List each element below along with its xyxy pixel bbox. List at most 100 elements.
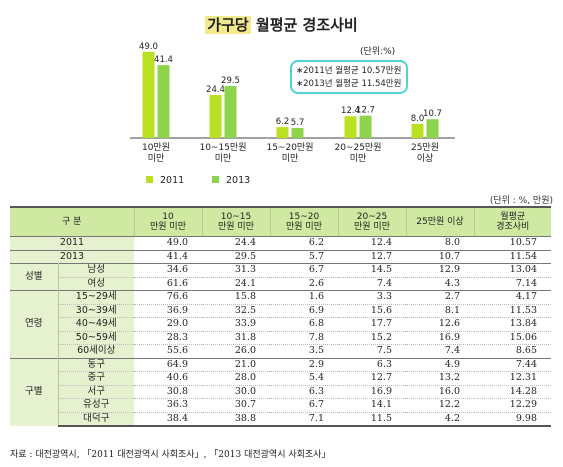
row-label: 2011 [10,236,134,250]
table-cell: 16.0 [406,384,474,399]
table-cell: 12.9 [406,263,474,277]
table-header-2: 10~15 만원 미만 [201,206,270,237]
category-label-0-1: 미만 [148,153,165,164]
table-cell: 11.54 [474,249,551,264]
table-cell: 64.9 [134,357,202,372]
category-label-0-0: 10만원 [142,142,170,153]
bar-label-2013-0: 41.4 [154,55,173,65]
table-cell: 30.7 [202,398,270,412]
category-label-3-1: 미만 [350,153,367,164]
table-cell: 8.65 [474,344,551,358]
table-cell: 8.1 [406,303,474,318]
table-cell: 55.6 [134,344,202,358]
table-header-3: 15~20 만원 미만 [269,206,338,237]
table-header-5: 25만원 이상 [405,206,474,237]
bar-2011-3 [344,116,357,138]
table-cell: 36.9 [134,303,202,318]
table-cell: 40.6 [134,371,202,385]
table-cell: 6.3 [270,384,338,399]
table-row: 연령 15~29세 76.6 15.8 1.6 3.3 2.7 4.17 [10,290,551,358]
bar-label-2011-2: 6.2 [276,117,290,127]
table-cell: 7.1 [270,411,338,427]
bar-2011-4 [411,123,424,138]
table-row: 성별 남성 34.6 31.3 6.7 14.5 12.9 13.04 [10,263,551,291]
table-row: 대덕구 38.4 38.8 7.1 11.5 4.2 9.98 [10,411,551,427]
table-cell: 14.5 [338,263,406,277]
table-cell: 29.0 [134,317,202,331]
category-label-2-1: 미만 [282,153,299,164]
bar-label-2011-4: 8.0 [411,114,425,124]
category-label-2-0: 15~20만원 [266,142,313,153]
row-label: 40~49세 [58,317,134,331]
table-cell: 16.9 [406,330,474,345]
table-row: 서구 30.8 30.0 6.3 16.9 16.0 14.28 [10,384,551,399]
table-cell: 12.29 [474,398,551,412]
table-cell: 16.9 [338,384,406,399]
row-label: 60세이상 [58,344,134,358]
table-row: 60세이상 55.6 26.0 3.5 7.5 7.4 8.65 [10,344,551,358]
table-header-1: 10 만원 미만 [133,206,202,237]
table-cell: 13.84 [474,317,551,331]
category-label-1-1: 미만 [215,153,232,164]
bar-2013-1 [224,86,237,138]
title-rest: 월평균 경조사비 [250,16,358,34]
table-cell: 7.8 [270,330,338,345]
table-row: 2011 49.0 24.4 6.2 12.4 8.0 10.57 [10,236,551,250]
table-cell: 6.8 [270,317,338,331]
table-cell: 12.2 [406,398,474,412]
table-cell: 38.8 [202,411,270,427]
row-label: 유성구 [58,398,134,412]
table-header-0: 구 분 [10,206,134,237]
table-cell: 24.1 [202,276,270,291]
table-row: 50~59세 28.3 31.8 7.8 15.2 16.9 15.06 [10,330,551,345]
table-cell: 12.7 [338,249,406,264]
legend-swatch-2011 [146,176,153,183]
bar-2013-3 [359,115,372,138]
callout-line-2011: ∗2011년 월평균 10.57만원 [296,66,402,76]
table-header-4: 20~25 만원 미만 [337,206,406,237]
table-cell: 28.0 [202,371,270,385]
table-cell: 6.2 [270,236,338,250]
source-note: 자료 : 대전광역시, 「2011 대전광역시 사회조사」, 「2013 대전광… [10,450,331,460]
table-cell: 12.31 [474,371,551,385]
table-cell: 36.3 [134,398,202,412]
table-cell: 15.8 [202,290,270,304]
table-cell: 7.14 [474,276,551,291]
table-row: 구별 동구 64.9 21.0 2.9 6.3 4.9 7.44 [10,357,551,426]
table-cell: 10.57 [474,236,551,250]
bar-2013-2 [291,127,304,138]
table-unit: (단위 : %, 만원) [489,196,553,206]
callout-line-2013: ∗2013년 월평균 11.54만원 [296,79,402,89]
table-cell: 26.0 [202,344,270,358]
table-cell: 9.98 [474,411,551,427]
table-cell: 2.9 [270,357,338,372]
row-label: 남성 [58,263,134,277]
row-label: 동구 [58,357,134,372]
table-row: 중구 40.6 28.0 5.4 12.7 13.2 12.31 [10,371,551,385]
table-cell: 7.5 [338,344,406,358]
average-callout: ∗2011년 월평균 10.57만원 ∗2013년 월평균 11.54만원 [290,60,408,94]
row-label: 중구 [58,371,134,385]
table-cell: 4.3 [406,276,474,291]
row-group: 구별 [10,357,59,426]
table-cell: 49.0 [134,236,202,250]
table-cell: 12.7 [338,371,406,385]
table-cell: 5.7 [270,249,338,264]
table-cell: 11.53 [474,303,551,318]
table-cell: 17.7 [338,317,406,331]
table-cell: 24.4 [202,236,270,250]
table-row: 40~49세 29.0 33.9 6.8 17.7 12.6 13.84 [10,317,551,331]
table-cell: 33.9 [202,317,270,331]
table-cell: 14.1 [338,398,406,412]
table-cell: 6.9 [270,303,338,318]
legend-label-2013: 2013 [226,175,250,186]
row-label: 15~29세 [58,290,134,304]
table-cell: 11.5 [338,411,406,427]
table-cell: 4.2 [406,411,474,427]
bar-2011-0 [142,51,155,139]
table-body: 2011 49.0 24.4 6.2 12.4 8.0 10.57 2013 41.4 29.5 5… [10,236,551,427]
row-label: 대덕구 [58,411,134,427]
table-cell: 31.8 [202,330,270,345]
table-cell: 10.7 [406,249,474,264]
row-label: 30~39세 [58,303,134,318]
